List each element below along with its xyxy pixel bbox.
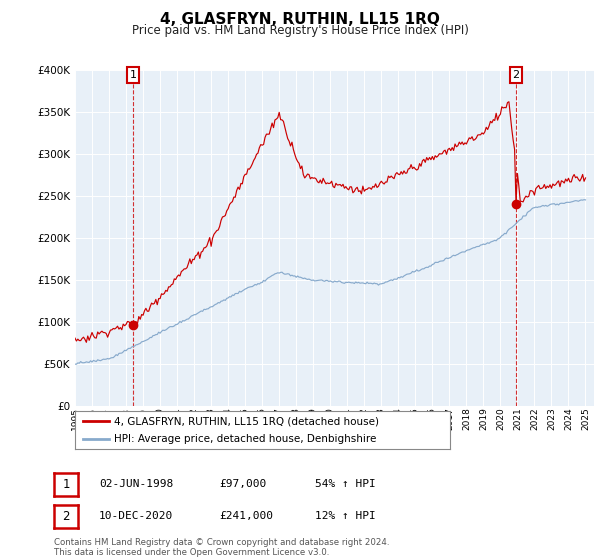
Text: 2: 2: [62, 510, 70, 523]
Text: 2: 2: [512, 70, 520, 80]
Text: 10-DEC-2020: 10-DEC-2020: [99, 511, 173, 521]
Text: Contains HM Land Registry data © Crown copyright and database right 2024.
This d: Contains HM Land Registry data © Crown c…: [54, 538, 389, 557]
Text: Price paid vs. HM Land Registry's House Price Index (HPI): Price paid vs. HM Land Registry's House …: [131, 24, 469, 37]
Text: HPI: Average price, detached house, Denbighshire: HPI: Average price, detached house, Denb…: [115, 434, 377, 444]
Text: 1: 1: [130, 70, 137, 80]
Text: 4, GLASFRYN, RUTHIN, LL15 1RQ (detached house): 4, GLASFRYN, RUTHIN, LL15 1RQ (detached …: [115, 416, 379, 426]
Text: 12% ↑ HPI: 12% ↑ HPI: [315, 511, 376, 521]
Text: 1: 1: [62, 478, 70, 491]
Text: 54% ↑ HPI: 54% ↑ HPI: [315, 479, 376, 489]
Text: £97,000: £97,000: [219, 479, 266, 489]
Text: 4, GLASFRYN, RUTHIN, LL15 1RQ: 4, GLASFRYN, RUTHIN, LL15 1RQ: [160, 12, 440, 27]
Text: 02-JUN-1998: 02-JUN-1998: [99, 479, 173, 489]
Text: £241,000: £241,000: [219, 511, 273, 521]
